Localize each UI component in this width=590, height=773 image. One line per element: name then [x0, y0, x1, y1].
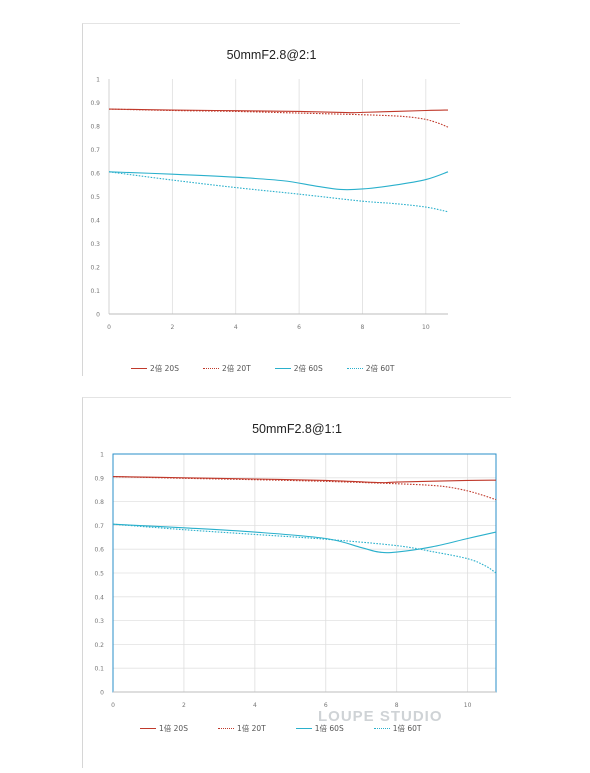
chart-legend: 2倍 20S 2倍 20T 2倍 60S 2倍 60T — [131, 363, 419, 374]
legend-label: 1倍 20S — [159, 724, 188, 733]
y-tick-label: 0.7 — [90, 147, 100, 154]
legend-item: 2倍 60S — [274, 363, 323, 374]
legend-item: 2倍 20S — [131, 363, 179, 374]
legend-item: 1倍 20T — [217, 723, 266, 734]
y-tick-label: 0.3 — [90, 241, 100, 248]
y-tick-label: 0.2 — [90, 265, 100, 272]
y-tick-label: 0.4 — [94, 594, 104, 601]
chart-title: 50mmF2.8@2:1 — [226, 48, 317, 62]
legend-swatch — [202, 368, 219, 369]
legend-item: 2倍 20T — [202, 363, 251, 374]
x-tick-label: 10 — [464, 702, 472, 709]
legend-label: 2倍 60T — [365, 364, 395, 373]
legend-label: 1倍 60T — [392, 724, 422, 733]
legend-swatch — [217, 728, 234, 729]
chart-legend: 1倍 20S 1倍 20T 1倍 60S 1倍 60T — [140, 723, 452, 734]
series-line-3 — [108, 171, 449, 213]
series-line-3 — [112, 523, 497, 574]
y-tick-label: 0.4 — [90, 218, 100, 225]
x-tick-label: 6 — [324, 702, 328, 709]
mtf-plot-1x: 00.10.20.30.40.50.60.70.80.910 2 4 6 8 10 — [94, 452, 497, 709]
x-tick-label: 4 — [253, 702, 257, 709]
x-tick-label: 4 — [234, 324, 238, 331]
legend-label: 1倍 60S — [314, 724, 344, 733]
y-tick-label: 0.7 — [94, 523, 104, 530]
series-line-1 — [108, 108, 449, 128]
series-line-2 — [108, 171, 449, 191]
legend-item: 2倍 60T — [346, 363, 395, 374]
y-tick-label: 0.6 — [90, 171, 100, 178]
y-tick-label: 0.8 — [90, 124, 100, 131]
x-tick-label: 8 — [395, 702, 399, 709]
y-tick-label: 0 — [96, 312, 100, 319]
x-tick-label: 8 — [361, 324, 365, 331]
x-tick-label: 2 — [170, 324, 174, 331]
y-tick-label: 0 — [100, 690, 104, 697]
legend-label: 1倍 20T — [236, 724, 266, 733]
y-tick-label: 0.2 — [94, 642, 104, 649]
y-tick-label: 0.1 — [90, 288, 100, 295]
y-tick-label: 0.9 — [94, 475, 104, 482]
legend-item: 1倍 20S — [140, 723, 188, 734]
x-tick-label: 10 — [422, 324, 430, 331]
series-line-0 — [108, 108, 449, 114]
y-tick-label: 0.8 — [94, 499, 104, 506]
legend-label: 2倍 20S — [150, 364, 179, 373]
legend-item: 1倍 60S — [295, 723, 344, 734]
y-tick-label: 1 — [100, 452, 104, 459]
legend-label: 2倍 20T — [221, 364, 251, 373]
legend-swatch — [346, 368, 363, 369]
series-line-0 — [112, 476, 497, 484]
chart-panel-2x: 50mmF2.8@2:1 0 0.1 0.2 0.3 0.4 0.5 0.6 0.7 0.8 0.… — [82, 23, 460, 376]
chart-panel-1x: 50mmF2.8@1:1 0 0.1 0.2 0.3 0.4 0.5 0.6 0.7 0.8 0.… — [82, 397, 511, 768]
watermark-logo: LOUPE STUDIO — [318, 708, 443, 725]
legend-swatch — [140, 728, 156, 729]
y-tick-label: 0.1 — [94, 666, 104, 673]
legend-swatch — [131, 368, 147, 369]
legend-item: 1倍 60T — [373, 723, 422, 734]
legend-swatch — [295, 728, 312, 729]
y-tick-label: 0.5 — [94, 571, 104, 578]
x-tick-label: 2 — [182, 702, 186, 709]
x-tick-label: 6 — [297, 324, 301, 331]
mtf-plot-2x: 00.10.20.30.40.50.60.70.80.910 2 4 6 8 10 — [90, 77, 449, 331]
chart-title: 50mmF2.8@1:1 — [252, 422, 342, 436]
legend-label: 2倍 60S — [293, 364, 323, 373]
x-tick-label: 0 — [111, 702, 115, 709]
y-tick-label: 1 — [96, 77, 100, 84]
y-tick-label: 0.6 — [94, 547, 104, 554]
series-line-2 — [112, 523, 497, 554]
series-line-1 — [112, 476, 497, 501]
y-tick-label: 0.9 — [90, 100, 100, 107]
legend-swatch — [274, 368, 291, 369]
legend-swatch — [373, 728, 390, 729]
x-tick-label: 0 — [107, 324, 111, 331]
y-tick-label: 0.5 — [90, 194, 100, 201]
y-tick-label: 0.3 — [94, 618, 104, 625]
